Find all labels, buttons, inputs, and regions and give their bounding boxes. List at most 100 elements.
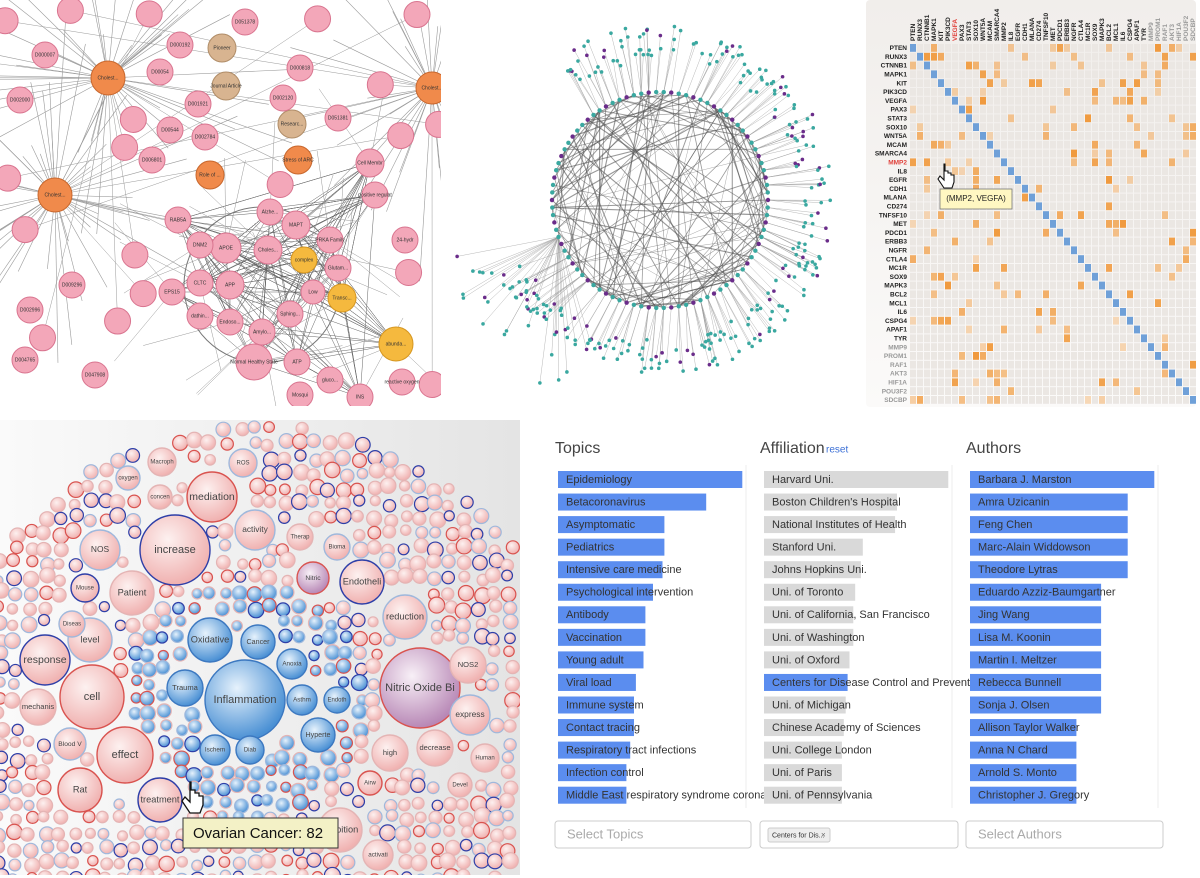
bubble[interactable]: [131, 674, 143, 687]
bubble[interactable]: [489, 717, 505, 734]
bubble[interactable]: [502, 825, 517, 841]
bubble[interactable]: [379, 477, 397, 495]
bubble[interactable]: [0, 840, 6, 854]
bubble[interactable]: [8, 858, 22, 872]
bubble[interactable]: [353, 494, 366, 507]
bubble[interactable]: [38, 853, 55, 870]
bubble[interactable]: [0, 706, 5, 720]
network-node[interactable]: [316, 226, 344, 254]
bubble[interactable]: [231, 585, 248, 602]
bubble[interactable]: [247, 420, 261, 434]
bubble[interactable]: [0, 582, 10, 599]
bubble[interactable]: [309, 664, 322, 677]
bar[interactable]: [970, 606, 1102, 624]
bubble[interactable]: [366, 539, 382, 555]
bubble[interactable]: [232, 870, 244, 878]
bubble[interactable]: [229, 777, 245, 794]
bubble[interactable]: [305, 494, 320, 508]
bubble[interactable]: [306, 779, 319, 792]
bubble[interactable]: [352, 541, 370, 559]
bubble[interactable]: [84, 827, 97, 839]
bubble[interactable]: [6, 619, 19, 632]
bubble[interactable]: [279, 584, 295, 600]
bar[interactable]: [970, 651, 1102, 669]
bubble[interactable]: [83, 464, 99, 480]
bubble[interactable]: [25, 754, 38, 767]
bubble[interactable]: [475, 779, 488, 792]
bubble[interactable]: [228, 448, 258, 478]
bubble[interactable]: [456, 631, 470, 645]
bubble[interactable]: [443, 812, 455, 824]
bubble[interactable]: [35, 525, 51, 541]
bubble[interactable]: [371, 648, 383, 660]
network-node[interactable]: [216, 308, 244, 336]
bubble[interactable]: [68, 558, 84, 573]
bubble[interactable]: [186, 471, 238, 523]
bubble[interactable]: [454, 602, 472, 620]
bubble[interactable]: [116, 872, 128, 878]
bubble[interactable]: [273, 749, 291, 766]
bubble[interactable]: [371, 734, 409, 772]
network-node[interactable]: [158, 278, 186, 306]
bubble[interactable]: [70, 842, 82, 854]
bubble[interactable]: [367, 525, 382, 540]
bubble[interactable]: [430, 619, 443, 632]
bubble[interactable]: [351, 612, 366, 628]
bubble[interactable]: [489, 828, 505, 844]
bubble[interactable]: [0, 827, 7, 844]
bubble[interactable]: [295, 421, 309, 436]
bubble[interactable]: [147, 447, 177, 477]
network-node[interactable]: [269, 84, 297, 112]
network-node[interactable]: [388, 368, 416, 396]
network-node[interactable]: [316, 366, 344, 394]
bar[interactable]: [970, 583, 1102, 601]
bubble[interactable]: [354, 734, 369, 749]
bubble[interactable]: [69, 870, 83, 878]
bubble[interactable]: [187, 617, 233, 663]
bubble[interactable]: [415, 525, 429, 540]
bubble[interactable]: [202, 855, 215, 867]
bubble[interactable]: [0, 811, 4, 822]
bubble[interactable]: [139, 868, 155, 878]
bubble[interactable]: [486, 586, 501, 600]
bubble[interactable]: [401, 871, 413, 878]
bubble[interactable]: [338, 645, 353, 661]
bubble[interactable]: [36, 738, 51, 753]
bubble[interactable]: [5, 766, 19, 779]
network-node[interactable]: [283, 348, 311, 376]
bar[interactable]: [970, 673, 1102, 691]
bubble[interactable]: [114, 619, 127, 632]
bubble[interactable]: [307, 615, 324, 631]
bubble[interactable]: [112, 809, 126, 823]
bubble[interactable]: [98, 600, 111, 613]
bubble[interactable]: [367, 719, 381, 732]
bubble[interactable]: [260, 569, 278, 587]
bubble[interactable]: [51, 587, 67, 603]
bubble[interactable]: [40, 840, 55, 854]
bubble[interactable]: [291, 598, 308, 615]
bubble[interactable]: [458, 570, 471, 583]
bubble[interactable]: [188, 602, 201, 615]
bubble[interactable]: [441, 554, 456, 569]
bubble[interactable]: [248, 568, 263, 583]
network-node[interactable]: [186, 269, 214, 297]
bubble[interactable]: [215, 421, 232, 438]
bubble[interactable]: [429, 526, 442, 539]
bubble[interactable]: [503, 738, 517, 752]
bar[interactable]: [764, 493, 897, 511]
bubble[interactable]: [416, 873, 426, 878]
bubble[interactable]: [19, 634, 71, 686]
bubble[interactable]: [308, 510, 325, 528]
bubble[interactable]: [20, 616, 38, 634]
bubble[interactable]: [300, 717, 336, 753]
bubble[interactable]: [176, 482, 188, 494]
bubble[interactable]: [399, 493, 414, 508]
bubble[interactable]: [411, 796, 425, 810]
bar[interactable]: [764, 651, 850, 669]
bubble[interactable]: [170, 629, 185, 643]
bubble[interactable]: [394, 464, 412, 481]
bubble[interactable]: [96, 726, 154, 784]
bubble[interactable]: [26, 555, 39, 568]
bubble[interactable]: [277, 451, 292, 466]
bubble[interactable]: [472, 821, 491, 839]
